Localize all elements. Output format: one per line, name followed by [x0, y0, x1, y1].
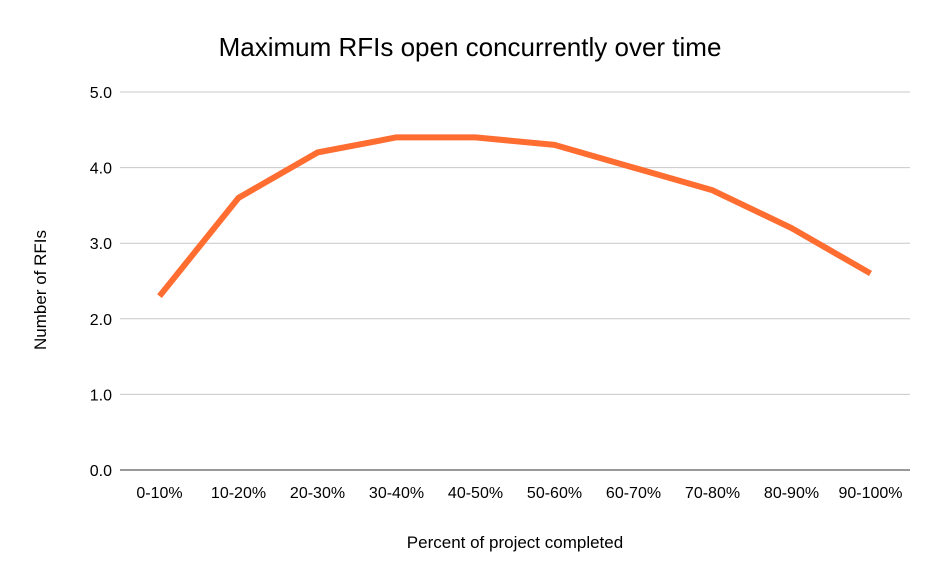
x-tick-label: 90-100%: [838, 485, 902, 502]
x-tick-label: 20-30%: [290, 485, 345, 502]
x-tick-label: 80-90%: [764, 485, 819, 502]
series-line: [160, 137, 871, 296]
x-tick-label: 30-40%: [369, 485, 424, 502]
y-tick-label: 1.0: [90, 387, 112, 404]
x-tick-label: 50-60%: [527, 485, 582, 502]
x-axis-title: Percent of project completed: [407, 533, 623, 552]
x-tick-label: 10-20%: [211, 485, 266, 502]
gridlines: [120, 92, 910, 470]
y-tick-label: 5.0: [90, 85, 112, 102]
series-lines: [159, 137, 870, 296]
chart-title: Maximum RFIs open concurrently over time: [219, 32, 722, 62]
y-tick-label: 2.0: [90, 312, 112, 329]
x-tick-label: 60-70%: [606, 485, 661, 502]
y-axis-ticks: 0.0 1.0 2.0 3.0 4.0 5.0: [90, 85, 112, 480]
y-tick-label: 0.0: [90, 463, 112, 480]
y-axis-title: Number of RFIs: [31, 230, 50, 350]
x-tick-label: 0-10%: [136, 485, 182, 502]
x-axis-ticks: 0-10% 10-20% 20-30% 30-40% 40-50% 50-60% 60-70…: [136, 485, 902, 502]
y-tick-label: 3.0: [90, 236, 112, 253]
x-tick-label: 40-50%: [448, 485, 503, 502]
x-tick-label: 70-80%: [685, 485, 740, 502]
y-tick-label: 4.0: [90, 161, 112, 178]
